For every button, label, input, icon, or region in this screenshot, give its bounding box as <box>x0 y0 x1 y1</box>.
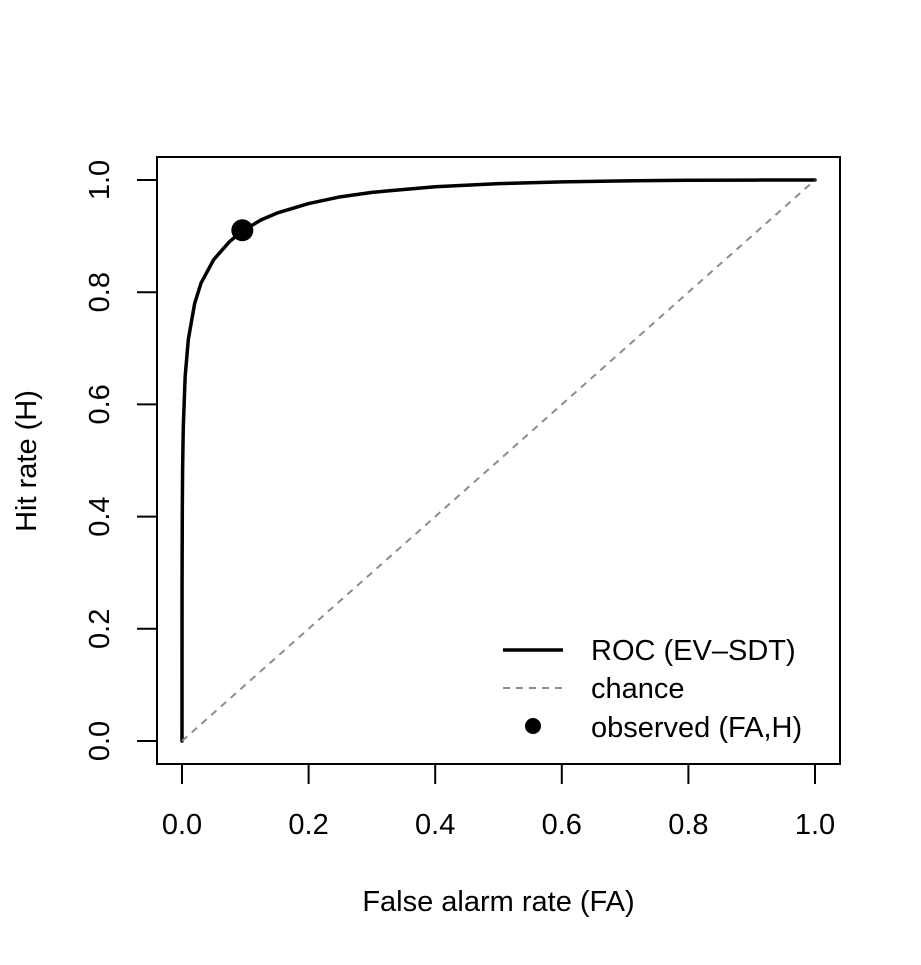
x-axis-label: False alarm rate (FA) <box>362 886 634 918</box>
legend-observed-swatch <box>525 718 541 734</box>
chance-line <box>181 179 816 742</box>
x-tick-label: 0.4 <box>415 809 455 841</box>
y-axis-label: Hit rate (H) <box>11 390 43 532</box>
legend-observed-label: observed (FA,H) <box>591 712 802 744</box>
legend-roc-label: ROC (EV–SDT) <box>591 635 796 667</box>
observed-point <box>231 219 254 242</box>
x-tick-label: 0.0 <box>162 809 202 841</box>
y-tick-label: 0.6 <box>84 384 116 424</box>
x-tick-label: 0.8 <box>668 809 708 841</box>
x-tick-label: 0.6 <box>542 809 582 841</box>
y-tick-label: 0.4 <box>84 496 116 536</box>
x-tick-label: 1.0 <box>795 809 835 841</box>
series-layer <box>180 178 817 743</box>
x-tick-label: 0.2 <box>288 809 328 841</box>
axis-layer: 0.0 0.2 0.4 0.6 0.8 1.0 0.0 0.2 0.4 0.6 0.8 1.0 <box>84 160 835 841</box>
y-tick-label: 0.0 <box>84 721 116 761</box>
legend: ROC (EV–SDT) chance observed (FA,H) <box>503 635 802 744</box>
legend-chance-label: chance <box>591 673 685 705</box>
y-tick-label: 0.8 <box>84 272 116 312</box>
y-tick-label: 1.0 <box>84 160 116 200</box>
y-tick-label: 0.2 <box>84 609 116 649</box>
